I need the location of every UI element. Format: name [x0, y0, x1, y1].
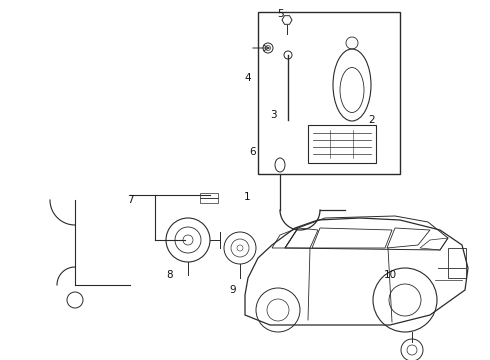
Bar [200, 193, 218, 198]
Text: 4: 4 [245, 73, 251, 83]
Bar [308, 125, 376, 163]
Text: 9: 9 [230, 285, 236, 295]
Bar [200, 198, 218, 203]
Text: 2: 2 [368, 115, 375, 125]
Text: 5: 5 [277, 9, 283, 19]
Bar [258, 12, 400, 174]
Text: 6: 6 [250, 147, 256, 157]
Text: 3: 3 [270, 110, 276, 120]
Text: 7: 7 [127, 195, 133, 205]
Text: 1: 1 [244, 192, 250, 202]
Text: 10: 10 [384, 270, 396, 280]
Bar [448, 248, 466, 278]
Text: 8: 8 [167, 270, 173, 280]
